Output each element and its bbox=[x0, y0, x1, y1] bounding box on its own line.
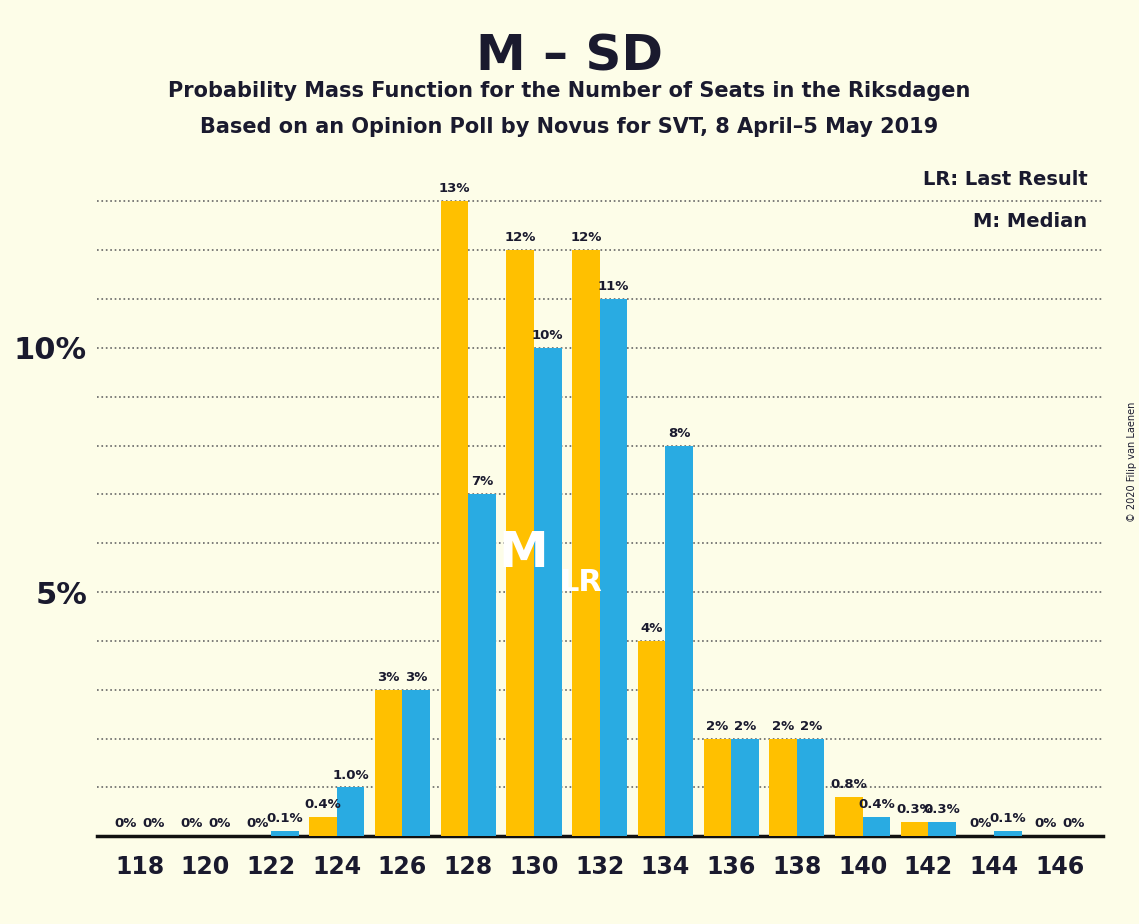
Bar bbox=[994, 832, 1022, 836]
Bar bbox=[928, 821, 956, 836]
Bar bbox=[665, 445, 693, 836]
Bar bbox=[337, 787, 364, 836]
Bar bbox=[731, 738, 759, 836]
Text: 0%: 0% bbox=[969, 818, 991, 831]
Text: 12%: 12% bbox=[505, 231, 535, 244]
Text: 0.1%: 0.1% bbox=[990, 812, 1026, 825]
Text: 0.4%: 0.4% bbox=[858, 797, 895, 811]
Text: 10%: 10% bbox=[532, 329, 564, 342]
Text: 2%: 2% bbox=[772, 720, 794, 733]
Bar bbox=[835, 797, 862, 836]
Text: 0%: 0% bbox=[246, 818, 269, 831]
Text: 3%: 3% bbox=[405, 671, 427, 684]
Text: 7%: 7% bbox=[470, 476, 493, 489]
Text: 3%: 3% bbox=[377, 671, 400, 684]
Text: 8%: 8% bbox=[669, 427, 690, 440]
Text: 0%: 0% bbox=[1035, 818, 1057, 831]
Text: M: Median: M: Median bbox=[974, 212, 1088, 231]
Bar bbox=[402, 689, 431, 836]
Text: 12%: 12% bbox=[571, 231, 601, 244]
Bar bbox=[534, 347, 562, 836]
Bar bbox=[441, 201, 468, 836]
Text: 0.3%: 0.3% bbox=[924, 803, 960, 816]
Text: 2%: 2% bbox=[734, 720, 756, 733]
Bar bbox=[862, 817, 891, 836]
Bar bbox=[901, 821, 928, 836]
Bar bbox=[704, 738, 731, 836]
Text: © 2020 Filip van Laenen: © 2020 Filip van Laenen bbox=[1126, 402, 1137, 522]
Text: 13%: 13% bbox=[439, 182, 470, 196]
Bar bbox=[507, 250, 534, 836]
Text: 4%: 4% bbox=[640, 622, 663, 635]
Text: 0%: 0% bbox=[142, 818, 164, 831]
Text: M: M bbox=[498, 529, 548, 577]
Text: 0.8%: 0.8% bbox=[830, 778, 867, 791]
Text: 0%: 0% bbox=[1063, 818, 1084, 831]
Text: LR: LR bbox=[559, 567, 603, 597]
Text: Based on an Opinion Poll by Novus for SVT, 8 April–5 May 2019: Based on an Opinion Poll by Novus for SV… bbox=[200, 117, 939, 138]
Bar bbox=[769, 738, 797, 836]
Bar bbox=[468, 494, 495, 836]
Text: 0.4%: 0.4% bbox=[304, 797, 342, 811]
Text: 0%: 0% bbox=[208, 818, 230, 831]
Text: 0%: 0% bbox=[180, 818, 203, 831]
Text: 0.3%: 0.3% bbox=[896, 803, 933, 816]
Bar bbox=[375, 689, 402, 836]
Text: 0.1%: 0.1% bbox=[267, 812, 303, 825]
Bar bbox=[271, 832, 298, 836]
Text: 0%: 0% bbox=[115, 818, 137, 831]
Text: M – SD: M – SD bbox=[476, 32, 663, 80]
Text: 2%: 2% bbox=[706, 720, 729, 733]
Bar bbox=[638, 641, 665, 836]
Text: 2%: 2% bbox=[800, 720, 822, 733]
Text: LR: Last Result: LR: Last Result bbox=[923, 170, 1088, 188]
Text: 1.0%: 1.0% bbox=[333, 769, 369, 782]
Bar bbox=[572, 250, 599, 836]
Bar bbox=[797, 738, 825, 836]
Text: 11%: 11% bbox=[598, 280, 629, 293]
Bar bbox=[599, 299, 628, 836]
Bar bbox=[309, 817, 337, 836]
Text: Probability Mass Function for the Number of Seats in the Riksdagen: Probability Mass Function for the Number… bbox=[169, 81, 970, 102]
